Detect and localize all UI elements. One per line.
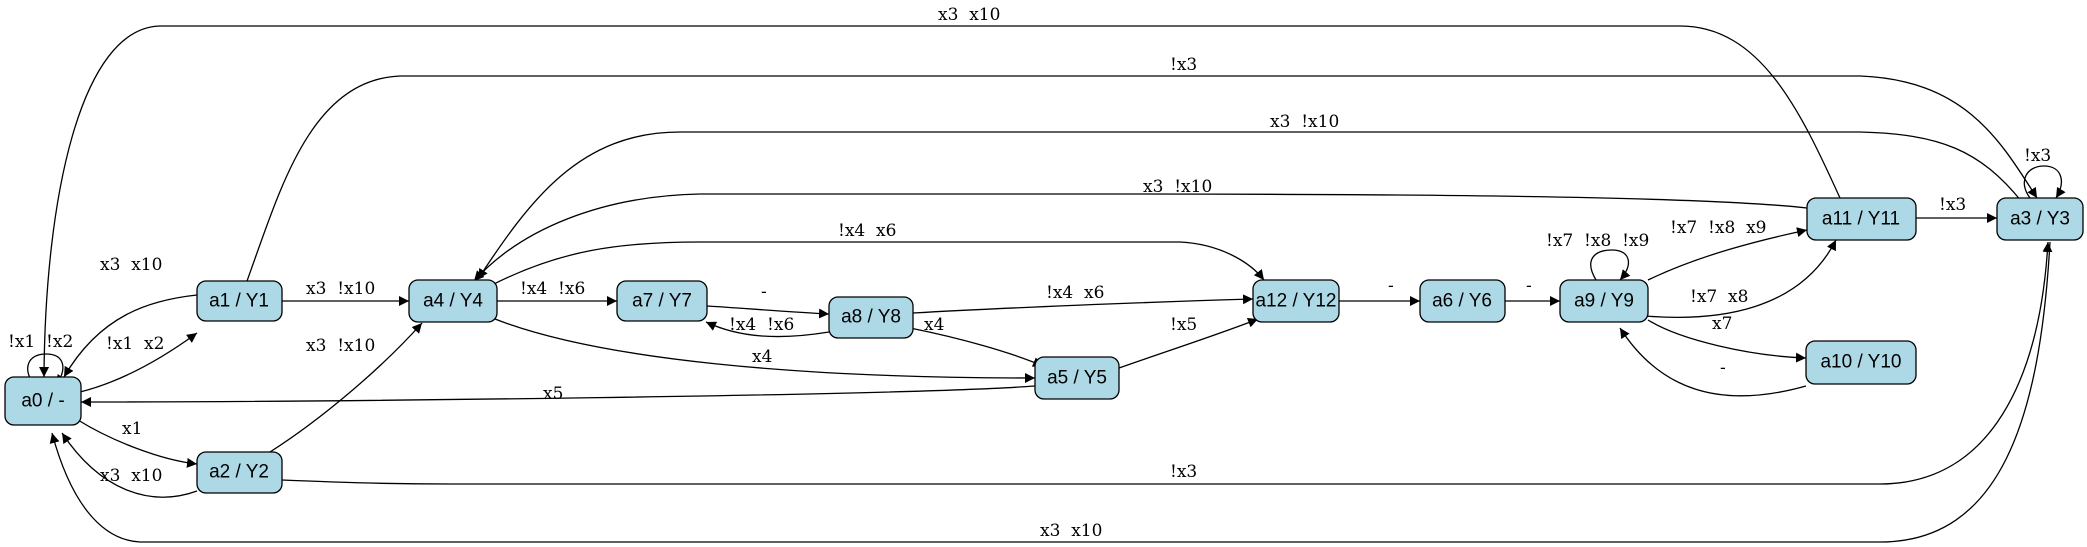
edge-label-a8-a7: !x4 !x6 (729, 315, 794, 335)
state-label-a7: a7 / Y7 (632, 291, 692, 312)
state-node-a12[interactable]: a12 / Y12 (1252, 279, 1340, 323)
edge-label-a4-a5: x4 (752, 347, 772, 367)
edge-label-a10-a9: - (1720, 358, 1726, 378)
state-label-a9: a9 / Y9 (1574, 291, 1634, 312)
state-label-a10: a10 / Y10 (1820, 352, 1901, 373)
state-node-a8[interactable]: a8 / Y8 (828, 296, 914, 339)
state-label-a11: a11 / Y11 (1822, 209, 1900, 230)
edge-label-a8-a12: !x4 x6 (1046, 283, 1104, 303)
edge-a11-a3: !x3 (1916, 195, 1997, 223)
edge-a5-a0: x5 (80, 384, 1036, 407)
edge-label-a11-a3: !x3 (1939, 195, 1966, 215)
edge-label-a0-a1: !x1 x2 (106, 334, 164, 354)
edge-a9-a10: x7 (1647, 314, 1807, 363)
edge-label-a7-a8: - (761, 282, 767, 302)
edge-a4-a7: !x4 !x6 (497, 279, 617, 306)
state-node-a2[interactable]: a2 / Y2 (196, 451, 283, 494)
state-label-a4: a4 / Y4 (423, 291, 483, 312)
state-label-a6: a6 / Y6 (1432, 291, 1492, 312)
edge-a7-a8: - (706, 282, 830, 319)
edge-a4-a5: x4 (494, 318, 1036, 383)
edge-label-a8-a5: x4 (924, 315, 944, 335)
state-node-a1[interactable]: a1 / Y1 (196, 280, 283, 322)
edge-label-a4-a12: !x4 x6 (838, 221, 896, 241)
edge-label-a3-a4: x3 !x10 (1270, 112, 1339, 132)
state-label-a12: a12 / Y12 (1255, 291, 1336, 312)
edge-a2-a0: x3 x10 (61, 432, 198, 498)
edge-label-a9-a11a: !x7 !x8 x9 (1670, 218, 1767, 238)
edge-a8-a12: !x4 x6 (912, 283, 1254, 314)
edge-a12-a6: - (1339, 276, 1420, 306)
edge-label-a5-a0: x5 (543, 384, 563, 404)
edge-label-a11-a4: x3 !x10 (1143, 177, 1212, 197)
edge-a6-a9: - (1505, 276, 1560, 306)
edge-a1-a0: x3 x10 (63, 255, 198, 378)
edge-a4-a12: !x4 x6 (489, 221, 1265, 287)
edge-a11-a0: x3 x10 (39, 5, 1841, 378)
edge-a1-a4: x3 !x10 (282, 279, 409, 306)
edge-a9-a11a: !x7 !x8 x9 (1647, 218, 1808, 281)
edge-a8-a7: !x4 !x6 (705, 315, 830, 338)
edge-a11-a4: x3 !x10 (473, 177, 1808, 282)
state-node-a4[interactable]: a4 / Y4 (408, 279, 498, 323)
edge-a3-a0: x3 x10 (49, 241, 2051, 543)
edge-label-a1-a4: x3 !x10 (306, 279, 375, 299)
edge-a8-a5: x4 (909, 315, 1044, 367)
edge-a5-a12: !x5 (1118, 315, 1259, 369)
edge-label-a3-a3: !x3 (2024, 146, 2051, 166)
state-label-a0: a0 / - (21, 391, 64, 412)
state-node-a0[interactable]: a0 / - (4, 376, 82, 426)
edge-label-a2-a0: x3 x10 (100, 466, 162, 486)
edge-label-a2-a4: x3 !x10 (306, 336, 375, 356)
state-node-a9[interactable]: a9 / Y9 (1559, 279, 1649, 323)
edge-label-a2-a3: !x3 (1170, 462, 1197, 482)
edge-label-a9-a10: x7 (1712, 314, 1732, 334)
edge-a9-a9: !x7 !x8 !x9 (1546, 231, 1649, 281)
edge-label-a11-a0: x3 x10 (938, 5, 1000, 25)
edge-label-a4-a7: !x4 !x6 (520, 279, 585, 299)
state-label-a5: a5 / Y5 (1047, 368, 1107, 389)
edge-label-a12-a6: - (1388, 276, 1394, 296)
state-node-a3[interactable]: a3 / Y3 (1996, 197, 2084, 241)
edge-a0-a2: x1 (77, 419, 198, 468)
state-node-a6[interactable]: a6 / Y6 (1419, 279, 1506, 323)
edge-label-a5-a12: !x5 (1170, 315, 1197, 335)
edge-label-a0-a0: !x1 !x2 (8, 332, 73, 352)
edge-label-a0-a2: x1 (122, 419, 142, 439)
state-label-a3: a3 / Y3 (2010, 209, 2070, 230)
state-node-a10[interactable]: a10 / Y10 (1805, 340, 1917, 385)
edge-label-a9-a11b: !x7 x8 (1690, 287, 1748, 307)
edge-a3-a4: x3 !x10 (477, 112, 2023, 280)
edge-label-a1-a3: !x3 (1170, 55, 1197, 75)
edge-a1-a3: !x3 (246, 55, 2038, 282)
state-node-a5[interactable]: a5 / Y5 (1034, 356, 1120, 400)
state-label-a8: a8 / Y8 (841, 307, 901, 328)
edge-a0-a0: !x1 !x2 (8, 332, 73, 386)
state-label-a2: a2 / Y2 (209, 462, 269, 483)
edge-label-a1-a0: x3 x10 (100, 255, 162, 275)
edge-label-a9-a9: !x7 !x8 !x9 (1546, 231, 1649, 251)
edge-a2-a3: !x3 (281, 241, 2053, 485)
state-label-a1: a1 / Y1 (209, 291, 269, 312)
edge-a9-a11b: !x7 x8 (1644, 239, 1837, 318)
state-node-a11[interactable]: a11 / Y11 (1806, 197, 1917, 241)
edge-a0-a1: !x1 x2 (79, 332, 198, 393)
edge-label-a3-a0: x3 x10 (1040, 521, 1102, 541)
edge-a2-a4: x3 !x10 (269, 322, 423, 453)
edge-a10-a9: - (1619, 327, 1807, 397)
state-node-a7[interactable]: a7 / Y7 (616, 280, 708, 322)
edge-a3-a3: !x3 (2023, 146, 2066, 199)
edge-label-a6-a9: - (1526, 276, 1532, 296)
